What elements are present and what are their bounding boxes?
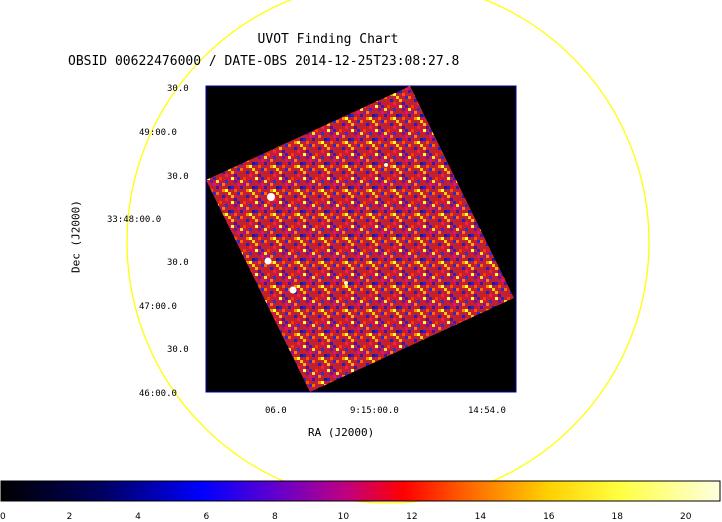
x-tick-label: 9:15:00.0 bbox=[350, 406, 399, 416]
chart-subtitle: OBSID 00622476000 / DATE-OBS 2014-12-25T… bbox=[68, 54, 460, 69]
colorbar-gradient bbox=[0, 480, 721, 502]
source-star bbox=[344, 281, 348, 285]
source-star bbox=[289, 286, 297, 294]
y-tick-label: 30.0 bbox=[167, 258, 189, 268]
chart-title: UVOT Finding Chart bbox=[257, 32, 399, 47]
colorbar-tick-label: 20 bbox=[680, 512, 692, 522]
colorbar-tick-label: 6 bbox=[203, 512, 210, 522]
y-tick-label: 46:00.0 bbox=[139, 389, 177, 399]
source-star bbox=[267, 193, 275, 201]
colorbar-tick-label: 12 bbox=[406, 512, 418, 522]
y-tick-label: 30.0 bbox=[167, 345, 189, 355]
source-star bbox=[264, 257, 272, 265]
colorbar-tick-label: 14 bbox=[474, 512, 487, 522]
colorbar-tick-label: 10 bbox=[337, 512, 350, 522]
colorbar-tick-label: 0 bbox=[0, 512, 6, 522]
colorbar-tick-label: 16 bbox=[543, 512, 555, 522]
x-tick-label: 06.0 bbox=[265, 406, 287, 416]
y-tick-label: 33:48:00.0 bbox=[107, 215, 162, 225]
y-tick-label: 47:00.0 bbox=[139, 302, 177, 312]
colorbar-tick-label: 8 bbox=[272, 512, 278, 522]
x-axis-label: RA (J2000) bbox=[308, 426, 375, 439]
y-tick-label: 30.0 bbox=[167, 172, 189, 182]
source-star bbox=[384, 163, 388, 167]
colorbar-tick-label: 2 bbox=[66, 512, 73, 522]
colorbar-tick-label: 4 bbox=[135, 512, 141, 522]
exposure-footprint bbox=[206, 86, 514, 392]
image-frame bbox=[205, 85, 517, 393]
x-tick-label: 14:54.0 bbox=[468, 406, 506, 416]
field-of-view-circle bbox=[126, 0, 650, 504]
y-tick-label: 49:00.0 bbox=[139, 128, 177, 138]
colorbar-tick-label: 18 bbox=[611, 512, 624, 522]
y-tick-label: 30.0 bbox=[167, 84, 189, 94]
